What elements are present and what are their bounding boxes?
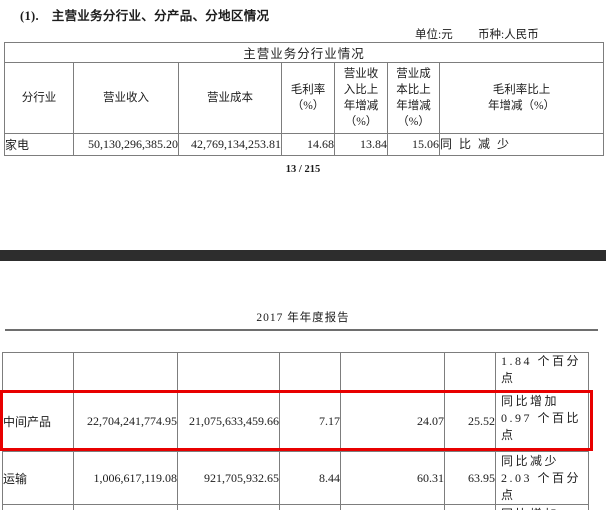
- cell-industry: 中间产品: [2, 391, 74, 452]
- cell-revenue: 22,704,241,774.95: [73, 391, 178, 452]
- col-header-margin-change: 毛利率比上 年增减（%）: [438, 62, 605, 134]
- cell-revenue-change: [340, 504, 445, 510]
- cell-margin-change: 同比增加: [495, 504, 589, 510]
- industry-table-continued: 1.84 个百分 点 中间产品 22,704,241,774.95 21,075…: [2, 352, 589, 510]
- cell-revenue-change: [340, 352, 445, 392]
- cell-cost-change: 63.95: [444, 451, 496, 505]
- page-number: 13 / 215: [285, 164, 321, 175]
- table-header-row: 分行业 营业收入 营业成本 毛利率 （%） 营业收 入比上 年增减 （%） 营业…: [4, 62, 605, 134]
- header-rule: [5, 329, 598, 331]
- col-header-industry: 分行业: [4, 62, 74, 134]
- cell-revenue-change: 60.31: [340, 451, 445, 505]
- col-header-revenue: 营业收入: [73, 62, 179, 134]
- cell-cost-change: 15.06: [387, 133, 440, 156]
- col-header-cost: 营业成本: [178, 62, 282, 134]
- cell-revenue: [73, 352, 178, 392]
- cell-cost-change: [444, 352, 496, 392]
- cell-industry: 运输: [2, 451, 74, 505]
- cell-revenue-change: 13.84: [334, 133, 388, 156]
- cell-margin-change: 同比减少: [438, 133, 605, 156]
- pdf-page-13: (1). 主营业务分行业、分产品、分地区情况 单位:元 币种:人民币 主营业务分…: [0, 0, 606, 250]
- col-header-margin: 毛利率 （%）: [281, 62, 335, 134]
- table-row-carryover: 1.84 个百分 点: [2, 352, 589, 392]
- table-row-intermediate: 中间产品 22,704,241,774.95 21,075,633,459.66…: [2, 391, 589, 452]
- cell-industry: [2, 352, 74, 392]
- cell-margin: [279, 504, 341, 510]
- table-row-clipped: 同比增加: [2, 504, 589, 510]
- col-header-cost-change: 营业成 本比上 年增减 （%）: [387, 62, 440, 134]
- table-title-row: 主营业务分行业情况: [3, 42, 605, 63]
- unit-label: 单位:元: [415, 29, 453, 41]
- cell-cost: 21,075,633,459.66: [177, 391, 280, 452]
- cell-industry: [2, 504, 74, 510]
- section-heading: (1). 主营业务分行业、分产品、分地区情况: [20, 9, 270, 23]
- cell-revenue: 1,006,617,119.08: [73, 451, 178, 505]
- pdf-page-14: 2017 年年度报告 1.84 个百分 点 中间产品 22,704,241,77…: [0, 261, 606, 510]
- col-header-revenue-change: 营业收 入比上 年增减 （%）: [334, 62, 388, 134]
- table-title: 主营业务分行业情况: [3, 42, 605, 63]
- cell-cost: 921,705,932.65: [177, 451, 280, 505]
- currency-label: 币种:人民币: [478, 29, 539, 41]
- table-row-transport: 运输 1,006,617,119.08 921,705,932.65 8.44 …: [2, 451, 589, 505]
- cell-revenue-change: 24.07: [340, 391, 445, 452]
- cell-margin: 7.17: [279, 391, 341, 452]
- cell-margin: 8.44: [279, 451, 341, 505]
- cell-margin: [279, 352, 341, 392]
- page-separator: [0, 250, 606, 261]
- cell-margin: 14.68: [281, 133, 335, 156]
- table-row-appliance: 家电 50,130,296,385.20 42,769,134,253.81 1…: [4, 133, 605, 156]
- report-header: 2017 年年度报告: [256, 312, 350, 324]
- cell-margin-change: 同比增加 0.97 个百比 点: [495, 391, 589, 452]
- cell-industry: 家电: [4, 133, 74, 156]
- cell-margin-change: 1.84 个百分 点: [495, 352, 589, 392]
- cell-cost: [177, 504, 280, 510]
- cell-revenue: 50,130,296,385.20: [73, 133, 179, 156]
- cell-margin-change: 同比减少 2.03 个百分 点: [495, 451, 589, 505]
- cell-cost-change: 25.52: [444, 391, 496, 452]
- cell-cost: [177, 352, 280, 392]
- industry-table: 主营业务分行业情况 分行业 营业收入 营业成本 毛利率 （%） 营业收 入比上 …: [3, 42, 605, 156]
- cell-revenue: [73, 504, 178, 510]
- cell-cost-change: [444, 504, 496, 510]
- cell-cost: 42,769,134,253.81: [178, 133, 282, 156]
